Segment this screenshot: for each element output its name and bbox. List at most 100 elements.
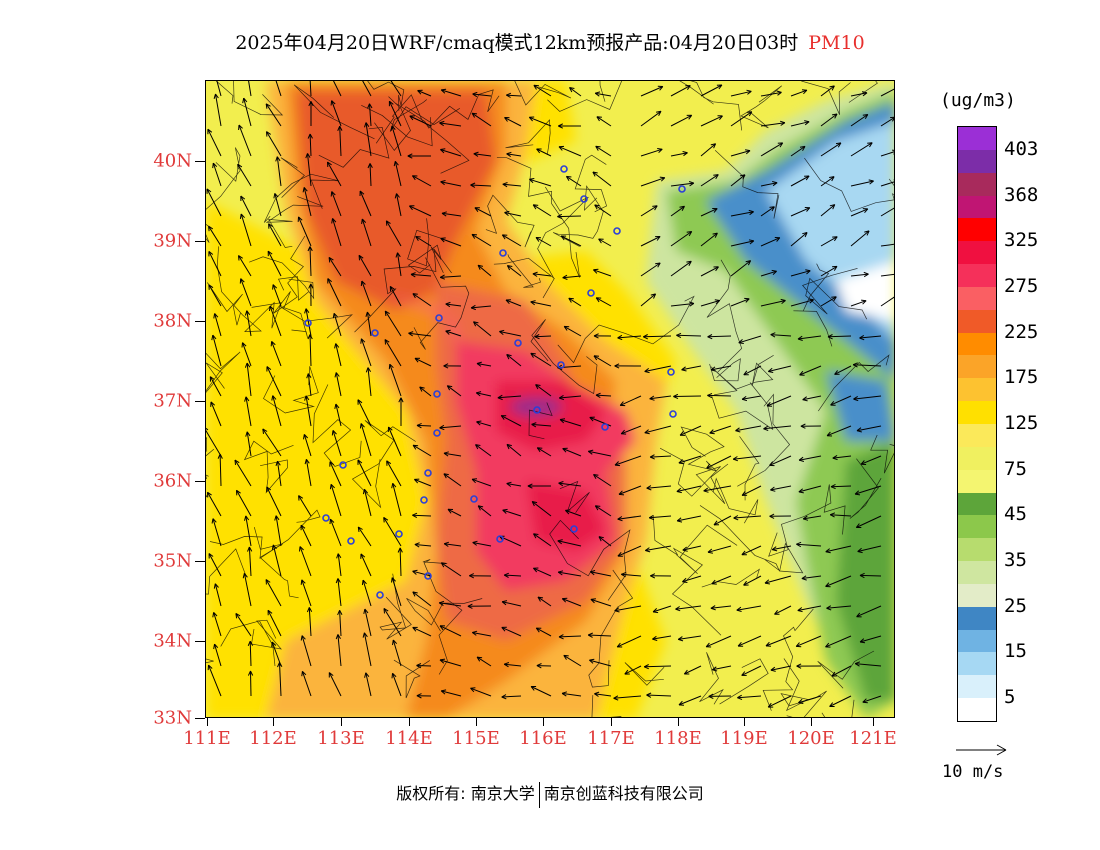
wind-arrow [700,232,718,247]
wind-arrow [558,123,581,129]
wind-arrow [799,365,822,376]
color-bar-swatch [958,127,996,150]
wind-arrow [790,298,814,307]
wind-arrow [621,572,642,578]
wind-arrow [820,176,835,187]
wind-arrow [506,92,522,98]
wind-arrow [594,204,612,217]
wind-arrow [829,695,852,707]
wind-arrow [707,392,732,399]
border-line [712,477,759,524]
wind-arrow [675,605,702,612]
wind-arrow [649,395,672,401]
wind-arrow [471,112,492,127]
border-line [249,256,315,300]
wind-arrow [473,321,492,337]
wind-arrow [760,269,777,277]
wind-reference-label: 10 m/s [942,762,1004,782]
wind-arrow [795,635,822,648]
wind-arrow [247,640,254,667]
wind-arrow [388,100,402,127]
wind-arrow [357,399,372,427]
station-marker [499,249,507,257]
wind-arrow [561,597,582,607]
wind-arrow [766,395,792,407]
wind-arrow [412,293,432,307]
wind-arrow [743,365,762,376]
border-line [737,393,791,487]
lon-tick [543,718,544,726]
wind-arrow [240,195,252,217]
wind-arrow [439,658,462,667]
wind-arrow [265,579,282,607]
border-line [739,436,760,501]
wind-arrow [328,672,342,697]
border-line [413,257,470,350]
color-bar-swatch [958,309,996,333]
wind-arrow [443,541,462,547]
color-bar-swatch [958,606,996,630]
station-marker [613,227,621,235]
wind-arrow [596,116,612,127]
wind-arrow [412,591,432,607]
wind-arrow [614,455,642,467]
wind-arrow [741,395,762,402]
wind-arrow [618,485,642,496]
lat-tick [195,641,205,642]
station-marker [570,525,578,533]
color-bar-swatch [958,492,996,516]
wind-arrow [244,515,252,547]
wind-arrow [440,88,462,97]
wind-arrow [530,300,552,307]
color-bar-label: 225 [1004,320,1039,343]
wind-arrow [477,264,492,277]
wind-arrow [644,425,672,435]
wind-arrow [730,239,755,247]
wind-arrow [362,488,372,517]
wind-arrow [649,454,672,460]
wind-arrow [297,216,312,247]
wind-arrow [820,236,838,247]
wind-arrow [389,285,402,307]
wind-arrow [820,265,838,277]
wind-arrow [300,635,312,667]
wind-arrow [506,481,522,487]
wind-arrow [713,515,732,526]
border-line [505,119,551,155]
lat-tick [195,561,205,562]
station-marker [587,289,595,297]
wind-arrow [414,357,432,367]
color-bar-label: 175 [1004,366,1039,389]
border-line [216,246,282,332]
border-line [265,196,324,248]
wind-arrow [557,539,582,547]
color-bar-swatch [958,195,996,219]
wind-arrow [207,491,222,517]
wind-arrow [470,687,492,697]
wind-arrow [770,665,792,672]
wind-arrow [557,570,582,577]
wind-arrow [419,386,432,397]
wind-arrow [392,639,402,667]
wind-arrow [304,308,312,337]
wind-arrow [409,205,432,217]
wind-arrow [820,113,838,127]
wind-arrow [730,149,751,157]
station-marker [304,319,312,327]
lon-label: 119E [720,728,768,749]
wind-arrow [798,485,822,494]
wind-arrow [244,362,252,397]
wind-arrow [212,612,222,637]
wind-arrow [856,425,882,433]
wind-arrow [850,230,870,247]
wind-arrow [652,605,672,614]
wind-arrow [503,662,522,668]
wind-arrow [474,207,492,217]
wind-arrow [617,545,642,557]
border-line [676,524,738,574]
wind-arrow [797,605,822,613]
color-bar-swatch [958,515,996,539]
wind-arrow [760,206,775,217]
wind-arrow [332,312,342,337]
station-marker [424,469,432,477]
